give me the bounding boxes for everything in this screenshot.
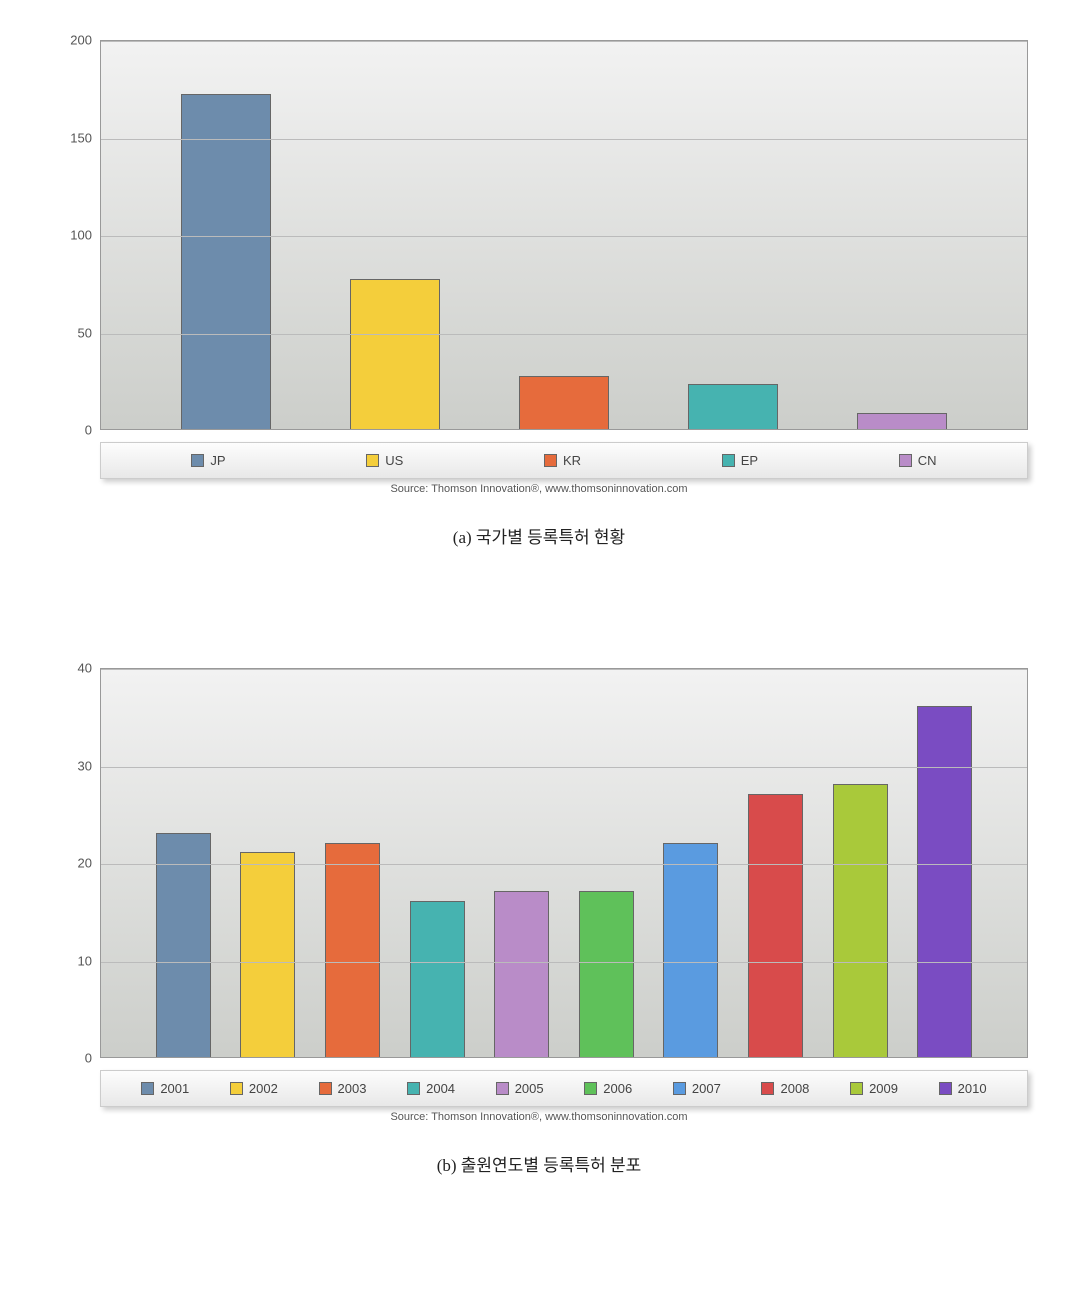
- gridline: [101, 41, 1027, 42]
- y-tick-label: 200: [70, 33, 92, 48]
- legend-item: 2010: [939, 1081, 987, 1096]
- chart-a-container: 050100150200: [50, 40, 1028, 430]
- chart-a-legend: JP US KR EP CN: [100, 442, 1028, 479]
- legend-label: 2006: [603, 1081, 632, 1096]
- chart-b-figure: 010203040 200120022003200420052006200720…: [0, 628, 1078, 1196]
- legend-swatch: [407, 1082, 420, 1095]
- legend-item: EP: [722, 453, 758, 468]
- chart-b-bars: [101, 669, 1027, 1057]
- legend-item: JP: [191, 453, 225, 468]
- gridline: [101, 767, 1027, 768]
- legend-label: 2001: [160, 1081, 189, 1096]
- chart-b-legend: 2001 2002 2003 2004 2005 2006 2007 2008 2009 2010: [100, 1070, 1028, 1107]
- y-tick-label: 50: [78, 325, 92, 340]
- legend-swatch: [366, 454, 379, 467]
- chart-b-y-axis: 010203040: [50, 668, 100, 1058]
- gridline: [101, 962, 1027, 963]
- gridline: [101, 864, 1027, 865]
- legend-label: 2010: [958, 1081, 987, 1096]
- chart-b-caption: (b) 출원연도별 등록특허 분포: [50, 1151, 1028, 1176]
- legend-item: 2006: [584, 1081, 632, 1096]
- y-tick-label: 100: [70, 228, 92, 243]
- legend-item: 2008: [761, 1081, 809, 1096]
- legend-label: JP: [210, 453, 225, 468]
- spacer: [0, 568, 1078, 628]
- legend-item: 2009: [850, 1081, 898, 1096]
- chart-b-container: 010203040: [50, 668, 1028, 1058]
- bar: [917, 706, 972, 1057]
- y-tick-label: 0: [85, 423, 92, 438]
- bar: [519, 376, 609, 429]
- legend-swatch: [673, 1082, 686, 1095]
- legend-swatch: [850, 1082, 863, 1095]
- legend-item: KR: [544, 453, 581, 468]
- y-tick-label: 40: [78, 661, 92, 676]
- legend-label: EP: [741, 453, 758, 468]
- bar: [663, 843, 718, 1058]
- legend-swatch: [496, 1082, 509, 1095]
- y-tick-label: 30: [78, 758, 92, 773]
- gridline: [101, 669, 1027, 670]
- bar: [350, 279, 440, 429]
- y-tick-label: 20: [78, 856, 92, 871]
- legend-item: 2003: [319, 1081, 367, 1096]
- bar: [325, 843, 380, 1058]
- legend-label: 2002: [249, 1081, 278, 1096]
- gridline: [101, 236, 1027, 237]
- legend-swatch: [939, 1082, 952, 1095]
- legend-swatch: [584, 1082, 597, 1095]
- legend-item: 2007: [673, 1081, 721, 1096]
- bar: [240, 852, 295, 1057]
- bar: [410, 901, 465, 1057]
- y-tick-label: 150: [70, 130, 92, 145]
- legend-label: US: [385, 453, 403, 468]
- bar: [688, 384, 778, 429]
- bar: [579, 891, 634, 1057]
- chart-a-plot-area: [100, 40, 1028, 430]
- y-tick-label: 0: [85, 1051, 92, 1066]
- legend-item: 2005: [496, 1081, 544, 1096]
- legend-label: 2008: [780, 1081, 809, 1096]
- legend-label: 2005: [515, 1081, 544, 1096]
- legend-item: 2004: [407, 1081, 455, 1096]
- legend-swatch: [191, 454, 204, 467]
- bar: [156, 833, 211, 1057]
- legend-label: 2003: [338, 1081, 367, 1096]
- legend-label: 2004: [426, 1081, 455, 1096]
- legend-label: 2007: [692, 1081, 721, 1096]
- legend-label: 2009: [869, 1081, 898, 1096]
- bar: [748, 794, 803, 1057]
- legend-item: US: [366, 453, 403, 468]
- bar: [494, 891, 549, 1057]
- bar: [833, 784, 888, 1057]
- legend-item: 2001: [141, 1081, 189, 1096]
- legend-swatch: [899, 454, 912, 467]
- chart-a-bars: [101, 41, 1027, 429]
- legend-swatch: [544, 454, 557, 467]
- legend-item: 2002: [230, 1081, 278, 1096]
- legend-item: CN: [899, 453, 937, 468]
- legend-swatch: [141, 1082, 154, 1095]
- legend-swatch: [230, 1082, 243, 1095]
- y-tick-label: 10: [78, 953, 92, 968]
- legend-swatch: [761, 1082, 774, 1095]
- bar: [857, 413, 947, 429]
- chart-a-figure: 0 50 100 150 200 JP US KR EP CN Source: Thomson …: [0, 0, 1078, 568]
- legend-swatch: [722, 454, 735, 467]
- bar: [181, 94, 271, 429]
- chart-b-source: Source: Thomson Innovation®, www.thomson…: [50, 1111, 1028, 1123]
- chart-a-caption: (a) 국가별 등록특허 현황: [50, 523, 1028, 548]
- gridline: [101, 139, 1027, 140]
- chart-a-y-axis: 050100150200: [50, 40, 100, 430]
- chart-a-source: Source: Thomson Innovation®, www.thomson…: [50, 483, 1028, 495]
- chart-b-plot-area: [100, 668, 1028, 1058]
- legend-label: KR: [563, 453, 581, 468]
- legend-swatch: [319, 1082, 332, 1095]
- gridline: [101, 334, 1027, 335]
- legend-label: CN: [918, 453, 937, 468]
